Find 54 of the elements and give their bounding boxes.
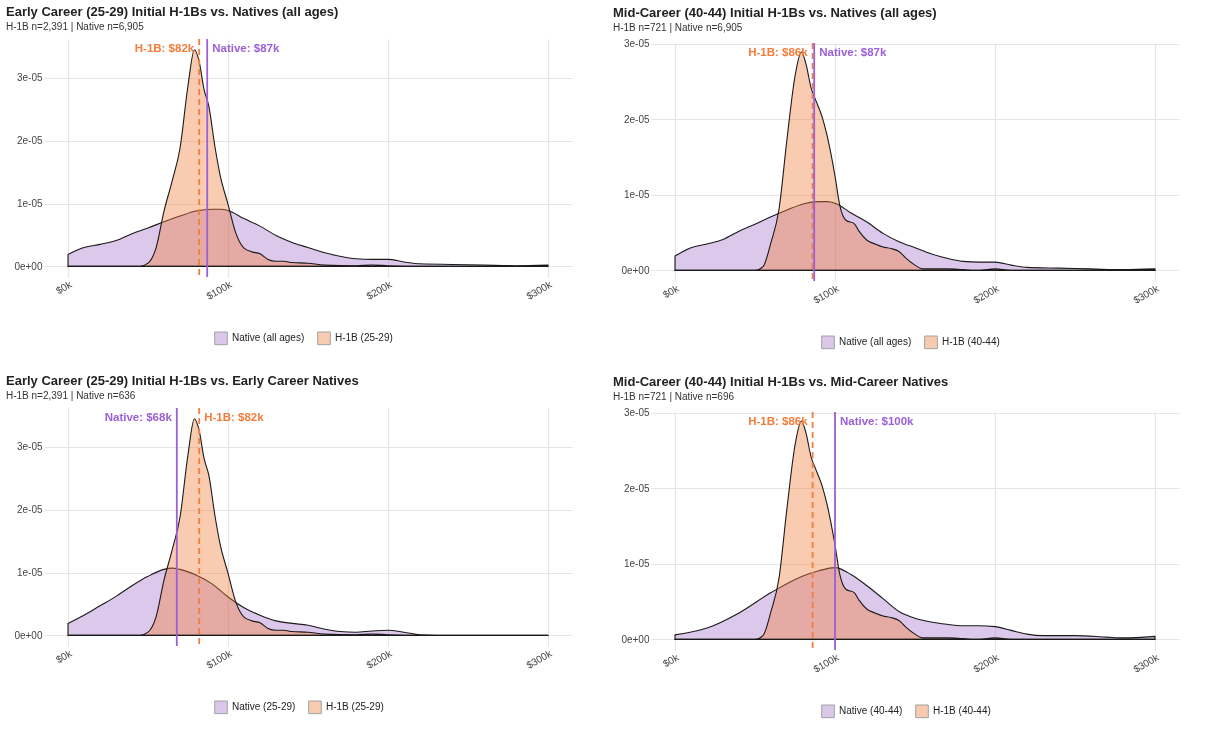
legend-label: H-1B (40-44) bbox=[933, 705, 991, 717]
chart-title: Mid-Career (40-44) Initial H-1Bs vs. Mid-Career Natives bbox=[613, 373, 949, 389]
legend-label: Native (all ages) bbox=[232, 332, 305, 344]
x-tick-label: $100k bbox=[204, 647, 235, 671]
ref-line-label: Native: $87k bbox=[212, 42, 280, 54]
x-tick-label: $100k bbox=[204, 278, 235, 302]
chart-subtitle: H-1B n=2,391 | Native n=6,905 bbox=[6, 21, 145, 33]
y-tick-label: 2e-05 bbox=[623, 482, 650, 494]
chart-title: Early Career (25-29) Initial H-1Bs vs. Natives (all ages) bbox=[6, 4, 339, 20]
legend-label: Native (40-44) bbox=[839, 705, 903, 717]
legend-label: Native (all ages) bbox=[839, 336, 912, 348]
chart-subtitle: H-1B n=2,391 | Native n=636 bbox=[6, 390, 136, 402]
ref-line-label: H-1B: $86k bbox=[748, 415, 809, 427]
y-tick-label: 3e-05 bbox=[16, 72, 43, 84]
ref-line-label: Native: $100k bbox=[840, 415, 915, 427]
ref-line-label: Native: $68k bbox=[104, 411, 173, 423]
y-tick-label: 2e-05 bbox=[16, 135, 43, 147]
x-tick-label: $300k bbox=[524, 278, 555, 302]
y-tick-label: 0e+00 bbox=[14, 629, 43, 641]
x-tick-label: $100k bbox=[811, 282, 842, 306]
legend-label: H-1B (25-29) bbox=[326, 701, 384, 713]
x-tick-label: $200k bbox=[971, 651, 1002, 675]
x-tick-label: $200k bbox=[971, 282, 1002, 306]
x-tick-label: $200k bbox=[364, 647, 395, 671]
x-tick-label: $200k bbox=[364, 278, 395, 302]
y-tick-label: 2e-05 bbox=[16, 504, 43, 516]
ref-line-label: H-1B: $82k bbox=[134, 42, 195, 54]
x-tick-label: $0k bbox=[661, 651, 682, 670]
y-tick-label: 0e+00 bbox=[621, 633, 650, 645]
y-tick-label: 3e-05 bbox=[623, 407, 650, 419]
y-tick-label: 1e-05 bbox=[16, 567, 43, 579]
x-tick-label: $0k bbox=[54, 647, 75, 666]
chart-title: Mid-Career (40-44) Initial H-1Bs vs. Natives (all ages) bbox=[613, 4, 937, 20]
legend-label: H-1B (40-44) bbox=[942, 336, 1000, 348]
chart-title: Early Career (25-29) Initial H-1Bs vs. Early Career Natives bbox=[6, 373, 359, 389]
y-tick-label: 0e+00 bbox=[14, 260, 43, 272]
chart-subtitle: H-1B n=721 | Native n=696 bbox=[613, 390, 735, 402]
y-tick-label: 1e-05 bbox=[623, 189, 650, 201]
x-tick-label: $300k bbox=[1131, 282, 1162, 306]
x-tick-label: $300k bbox=[524, 647, 555, 671]
legend-label: H-1B (25-29) bbox=[335, 332, 393, 344]
y-tick-label: 0e+00 bbox=[621, 264, 650, 276]
y-tick-label: 1e-05 bbox=[623, 558, 650, 570]
ref-line-label: H-1B: $82k bbox=[204, 411, 265, 423]
y-tick-label: 3e-05 bbox=[16, 441, 43, 453]
x-tick-label: $0k bbox=[54, 278, 75, 297]
x-tick-label: $100k bbox=[811, 651, 842, 675]
y-tick-label: 3e-05 bbox=[623, 38, 650, 50]
chart-subtitle: H-1B n=721 | Native n=6,905 bbox=[613, 21, 743, 33]
x-tick-label: $0k bbox=[661, 282, 682, 301]
x-tick-label: $300k bbox=[1131, 651, 1162, 675]
y-tick-label: 2e-05 bbox=[623, 113, 650, 125]
y-tick-label: 1e-05 bbox=[16, 198, 43, 210]
legend-label: Native (25-29) bbox=[232, 701, 296, 713]
